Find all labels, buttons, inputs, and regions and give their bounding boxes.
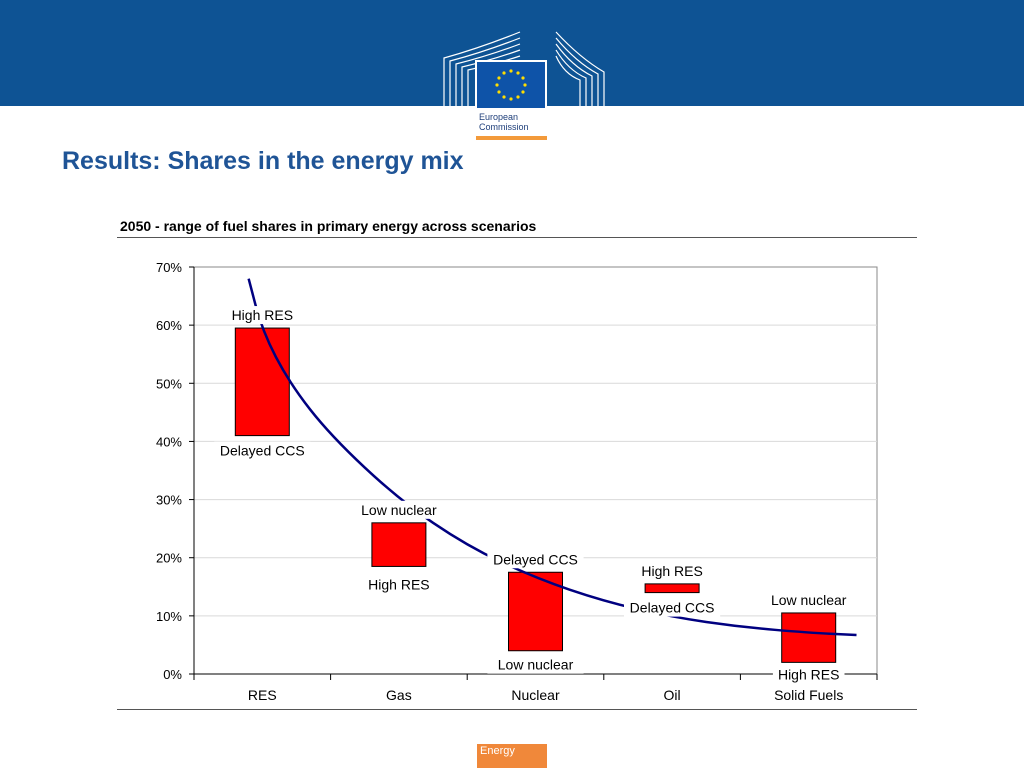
y-tick-label: 0% — [163, 667, 182, 682]
y-tick-label: 50% — [156, 376, 182, 391]
range-bar — [234, 327, 290, 437]
slide-title: Results: Shares in the energy mix — [62, 147, 464, 175]
chart-rule-top — [117, 237, 917, 238]
y-tick-label: 20% — [156, 551, 182, 566]
range-bar — [371, 522, 427, 567]
bar-label-high: Low nuclear — [771, 592, 847, 608]
label-bg — [624, 598, 721, 617]
label-bg — [363, 575, 435, 594]
range-bar — [508, 571, 563, 652]
range-bar — [644, 583, 700, 594]
commission-building-logo — [443, 31, 605, 106]
bar-label-high: Delayed CCS — [493, 551, 578, 567]
label-bg — [760, 590, 857, 609]
bar-label-low: Delayed CCS — [220, 443, 305, 459]
bar-label-high: High RES — [232, 307, 293, 323]
trend-curve — [247, 278, 857, 637]
y-tick-label: 10% — [156, 609, 182, 624]
logo-text: European Commission — [479, 112, 545, 132]
x-tick-label: Oil — [664, 687, 681, 703]
label-bg — [350, 500, 447, 519]
label-bg — [226, 306, 299, 325]
y-tick-label: 60% — [156, 318, 182, 333]
x-tick-label: Nuclear — [511, 687, 560, 703]
y-tick-label: 40% — [156, 434, 182, 449]
logo-line2: Commission — [479, 122, 529, 132]
logo-line1: European — [479, 112, 519, 122]
chart-rule-bottom — [117, 709, 917, 710]
label-bg — [487, 550, 584, 569]
x-tick-label: Solid Fuels — [774, 687, 843, 703]
bar-label-low: Low nuclear — [498, 657, 574, 673]
bar-label-high: Low nuclear — [361, 502, 437, 518]
label-bg — [214, 441, 311, 460]
footer-tab — [477, 744, 547, 768]
logo-accent-bar — [476, 136, 547, 140]
label-bg — [487, 655, 584, 674]
x-tick-label: RES — [248, 687, 277, 703]
bar-label-low: High RES — [368, 576, 429, 592]
bar-label-high: High RES — [641, 563, 702, 579]
range-bar — [781, 612, 837, 663]
x-tick-label: Gas — [386, 687, 412, 703]
chart-title: 2050 - range of fuel shares in primary e… — [120, 218, 537, 234]
y-tick-label: 30% — [156, 493, 182, 508]
label-bg — [772, 665, 845, 684]
eu-flag-icon — [477, 62, 545, 108]
footer-label: Energy — [480, 745, 515, 757]
label-bg — [636, 561, 708, 580]
bar-label-low: Delayed CCS — [630, 600, 715, 616]
bar-label-low: High RES — [778, 666, 839, 682]
y-tick-label: 70% — [156, 260, 182, 275]
